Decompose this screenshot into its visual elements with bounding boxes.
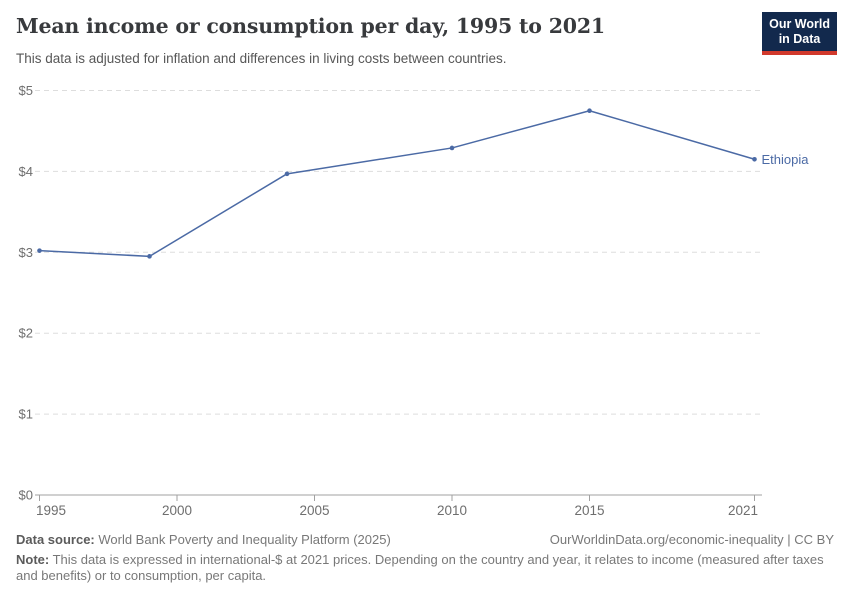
y-tick-label: $0 [19,488,33,503]
owid-logo-line2: in Data [778,32,821,47]
x-tick-label: 2015 [574,503,604,518]
data-source-value: World Bank Poverty and Inequality Platfo… [94,532,391,547]
x-tick-label: 2000 [162,503,192,518]
data-point[interactable] [147,254,152,259]
note-label: Note: [16,552,50,567]
chart-title: Mean income or consumption per day, 1995… [16,14,605,38]
note-text: This data is expressed in international-… [16,552,824,583]
series-line-ethiopia[interactable] [38,109,756,258]
data-point[interactable] [37,248,42,253]
data-source-label: Data source: [16,532,95,547]
line-chart-canvas: $0 $1 $2 $3 $4 $5 1995 2000 2005 2010 2015 2021 Ethi… [19,83,810,518]
x-tick-label: 2005 [299,503,329,518]
data-point[interactable] [752,156,757,162]
y-tick-label: $4 [19,164,33,179]
data-source: Data source: World Bank Poverty and Ineq… [16,532,391,547]
owid-logo-line1: Our World [769,17,830,31]
y-tick-label: $3 [19,245,33,260]
x-tick-label: 1995 [36,503,66,518]
owid-link[interactable]: OurWorldinData.org/economic-inequality |… [549,532,834,547]
y-tick-label: $1 [19,407,33,422]
chart-footer: Data source: World Bank Poverty and Ineq… [16,532,834,584]
data-point[interactable] [284,171,290,177]
y-tick-label: $5 [19,83,33,98]
data-point[interactable] [449,145,455,151]
owid-logo[interactable]: Our World in Data [762,12,837,55]
entity-label[interactable]: Ethiopia [762,152,810,167]
chart-subtitle: This data is adjusted for inflation and … [16,51,507,66]
chart-note: Note: This data is expressed in internat… [16,552,834,584]
y-tick-label: $2 [19,326,33,341]
x-tick-label: 2010 [437,503,467,518]
x-tick-label: 2021 [728,503,758,518]
data-point[interactable] [587,108,592,114]
